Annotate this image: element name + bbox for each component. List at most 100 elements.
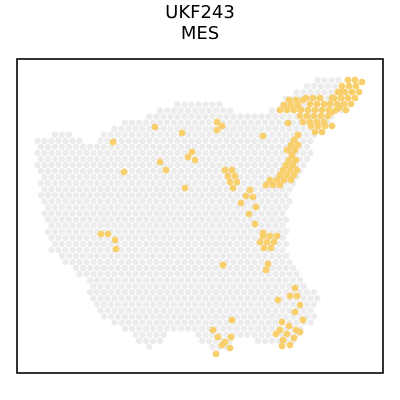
- background-spot-652: [146, 210, 153, 217]
- mes-spot-104: [233, 178, 241, 186]
- background-spot-488: [254, 180, 262, 187]
- background-spot-1105: [104, 295, 111, 302]
- background-spot-497: [62, 186, 69, 193]
- background-spot-0: [314, 77, 321, 84]
- mes-spot-64: [288, 151, 296, 159]
- background-spot-1169: [104, 307, 111, 314]
- background-spot-1306: [142, 337, 150, 344]
- background-spot-46: [170, 107, 178, 114]
- background-spot-914: [83, 258, 90, 266]
- background-spot-1168: [97, 307, 104, 314]
- background-spot-836: [233, 240, 241, 247]
- background-spot-939: [258, 258, 265, 266]
- background-spot-1102: [310, 289, 318, 296]
- background-spot-424: [69, 173, 76, 181]
- background-spot-499: [76, 186, 83, 193]
- background-spot-997: [223, 270, 230, 278]
- background-spot-590: [209, 198, 216, 205]
- background-spot-1128: [265, 295, 272, 302]
- background-spot-373: [244, 161, 251, 169]
- mes-spot-96: [191, 156, 199, 164]
- background-spot-1236: [153, 319, 160, 326]
- background-spot-880: [72, 252, 80, 260]
- background-spot-1157: [240, 301, 248, 308]
- background-spot-202: [153, 137, 160, 144]
- background-spot-856: [132, 246, 139, 254]
- background-spot-93: [121, 119, 129, 126]
- background-spot-1147: [170, 301, 178, 308]
- background-spot-561: [254, 192, 262, 199]
- mes-spot-65: [285, 156, 293, 164]
- background-spot-689: [163, 216, 171, 223]
- background-spot-477: [177, 180, 185, 187]
- background-spot-957: [163, 264, 171, 272]
- background-spot-281: [153, 149, 160, 157]
- background-spot-684: [128, 216, 136, 223]
- background-spot-1159: [254, 301, 262, 308]
- background-spot-53: [219, 107, 227, 114]
- background-spot-1076: [128, 289, 136, 296]
- background-spot-720: [139, 222, 146, 229]
- mes-spot-35: [355, 88, 363, 96]
- background-spot-857: [139, 246, 146, 254]
- background-spot-1266: [170, 325, 178, 332]
- background-spot-247: [191, 143, 199, 150]
- background-spot-345: [48, 161, 55, 169]
- background-spot-1239: [174, 319, 181, 326]
- background-spot-1144: [149, 301, 157, 308]
- background-spot-744: [65, 228, 73, 235]
- background-spot-1032: [254, 277, 262, 284]
- background-spot-625: [205, 204, 213, 211]
- background-spot-638: [48, 210, 55, 217]
- background-spot-595: [244, 198, 251, 205]
- background-spot-335: [254, 155, 262, 163]
- mes-spot-39: [358, 78, 366, 86]
- background-spot-461: [65, 180, 73, 187]
- background-spot-173: [219, 131, 227, 138]
- background-spot-929: [188, 258, 195, 266]
- background-spot-1079: [149, 289, 157, 296]
- mes-spot-143: [286, 341, 294, 349]
- background-spot-14: [321, 89, 328, 96]
- background-spot-277: [125, 149, 132, 157]
- background-spot-700: [240, 216, 248, 223]
- background-spot-951: [121, 264, 129, 272]
- background-spot-714: [97, 222, 104, 229]
- background-spot-1020: [170, 277, 178, 284]
- background-spot-1222: [261, 313, 269, 320]
- background-spot-1025: [205, 277, 213, 284]
- background-spot-608: [86, 204, 94, 211]
- background-spot-159: [121, 131, 129, 138]
- background-spot-597: [258, 198, 265, 205]
- background-spot-899: [205, 252, 213, 260]
- mes-spot-116: [256, 238, 264, 246]
- background-spot-439: [174, 173, 181, 181]
- background-spot-405: [198, 167, 206, 175]
- background-spot-546: [149, 192, 157, 199]
- background-spot-988: [160, 270, 167, 278]
- mes-spot-106: [246, 186, 254, 194]
- background-spot-50: [198, 107, 206, 114]
- background-spot-657: [181, 210, 188, 217]
- background-spot-294: [244, 149, 251, 157]
- background-spot-787: [125, 234, 132, 241]
- background-spot-903: [233, 252, 241, 260]
- background-spot-465: [93, 180, 101, 187]
- background-spot-1051: [174, 283, 181, 290]
- background-spot-239: [135, 143, 143, 150]
- background-spot-662: [216, 210, 223, 217]
- background-spot-1219: [240, 313, 248, 320]
- background-spot-72: [188, 113, 195, 120]
- background-spot-1110: [139, 295, 146, 302]
- background-spot-898: [198, 252, 206, 260]
- background-spot-588: [195, 198, 202, 205]
- background-spot-831: [198, 240, 206, 247]
- background-spot-436: [153, 173, 160, 181]
- background-spot-579: [132, 198, 139, 205]
- background-spot-536: [79, 192, 87, 199]
- background-spot-109: [233, 119, 241, 126]
- background-spot-168: [184, 131, 192, 138]
- background-spot-826: [163, 240, 171, 247]
- background-spot-1035: [275, 277, 283, 284]
- background-spot-886: [114, 252, 122, 260]
